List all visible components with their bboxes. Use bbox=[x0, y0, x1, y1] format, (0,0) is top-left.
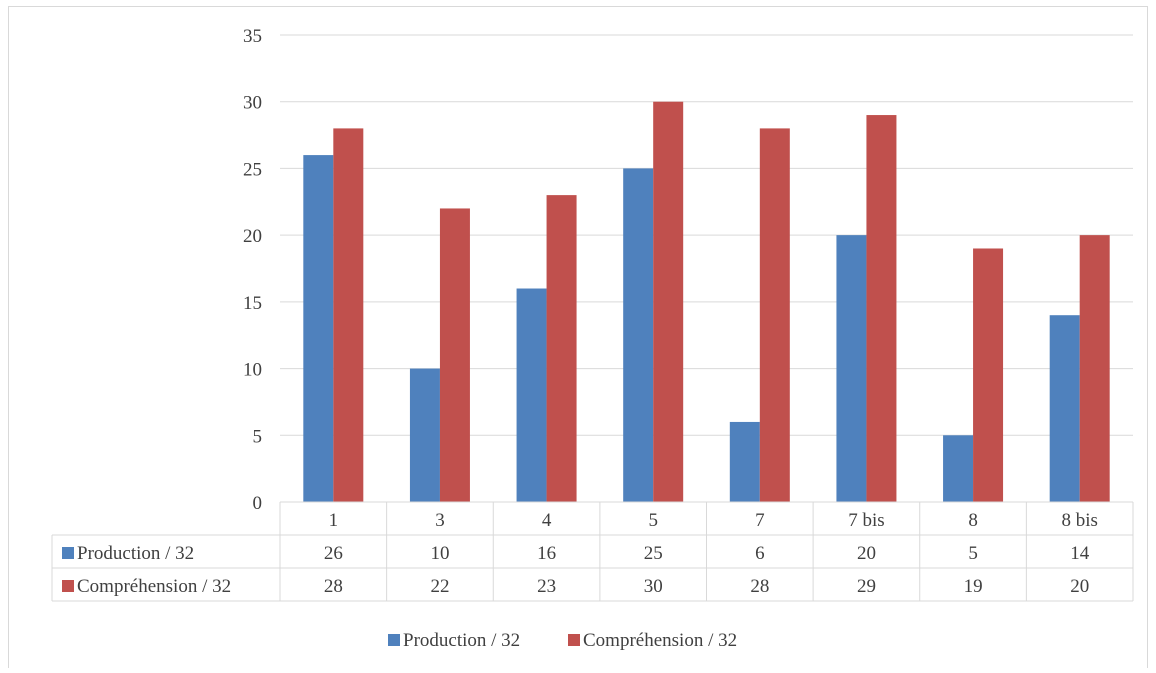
legend-key bbox=[568, 634, 580, 646]
x-tick-label: 8 bis bbox=[1061, 510, 1097, 531]
bar-series-1 bbox=[1049, 315, 1080, 502]
table-series-label: Production / 32 bbox=[77, 543, 194, 564]
chart-frame bbox=[8, 6, 1148, 668]
bar-series-2 bbox=[866, 115, 897, 503]
bar-series-1 bbox=[623, 168, 654, 502]
bar-series-2 bbox=[1079, 235, 1110, 502]
data-label: 25 bbox=[644, 543, 663, 564]
x-tick-label: 7 bis bbox=[848, 510, 884, 531]
data-label: 16 bbox=[537, 543, 556, 564]
data-label: 10 bbox=[430, 543, 449, 564]
data-label: 29 bbox=[857, 576, 876, 597]
legend-key bbox=[388, 634, 400, 646]
legend-entry: Production / 32 bbox=[403, 630, 520, 651]
bar-series-1 bbox=[409, 368, 440, 502]
x-tick-label: 4 bbox=[542, 510, 552, 531]
x-tick-label: 8 bbox=[968, 510, 978, 531]
bar-series-2 bbox=[546, 195, 577, 502]
data-label: 26 bbox=[324, 543, 343, 564]
data-label: 22 bbox=[430, 576, 449, 597]
bar-series-2 bbox=[333, 128, 364, 502]
data-label: 5 bbox=[968, 543, 978, 564]
data-label: 23 bbox=[537, 576, 556, 597]
y-tick-label: 10 bbox=[243, 360, 262, 381]
y-tick-label: 35 bbox=[243, 26, 262, 47]
bar-series-2 bbox=[439, 208, 470, 502]
y-tick-label: 25 bbox=[243, 159, 262, 180]
table-legend-key bbox=[62, 580, 74, 592]
data-label: 20 bbox=[857, 543, 876, 564]
x-tick-label: 5 bbox=[648, 510, 658, 531]
bar-series-2 bbox=[653, 101, 684, 502]
bar-series-1 bbox=[516, 288, 547, 502]
y-tick-label: 20 bbox=[243, 226, 262, 247]
y-tick-label: 5 bbox=[253, 426, 263, 447]
x-tick-label: 7 bbox=[755, 510, 765, 531]
bar-series-2 bbox=[759, 128, 790, 502]
data-label: 20 bbox=[1070, 576, 1089, 597]
legend-entry: Compréhension / 32 bbox=[583, 630, 737, 651]
x-tick-label: 3 bbox=[435, 510, 445, 531]
data-label: 6 bbox=[755, 543, 765, 564]
data-table: 1 3 4 5 7 7 bis 8 8 bis Production / 32 26 10 16 25 6… bbox=[51, 501, 1134, 602]
y-tick-label: 0 bbox=[253, 493, 263, 514]
table-legend-key bbox=[62, 547, 74, 559]
data-label: 28 bbox=[324, 576, 343, 597]
data-label: 30 bbox=[644, 576, 663, 597]
bar-series-1 bbox=[729, 421, 760, 502]
bar-series-2 bbox=[973, 248, 1004, 502]
table-series-label: Compréhension / 32 bbox=[77, 576, 231, 597]
data-label: 28 bbox=[750, 576, 769, 597]
y-tick-label: 30 bbox=[243, 93, 262, 114]
data-label: 14 bbox=[1070, 543, 1090, 564]
y-tick-label: 15 bbox=[243, 293, 262, 314]
data-label: 19 bbox=[964, 576, 983, 597]
bar-series-1 bbox=[303, 155, 334, 503]
bar-series-1 bbox=[836, 235, 867, 502]
bar-series-1 bbox=[943, 435, 974, 502]
x-tick-label: 1 bbox=[329, 510, 339, 531]
legend: Production / 32 Compréhension / 32 bbox=[388, 630, 737, 651]
